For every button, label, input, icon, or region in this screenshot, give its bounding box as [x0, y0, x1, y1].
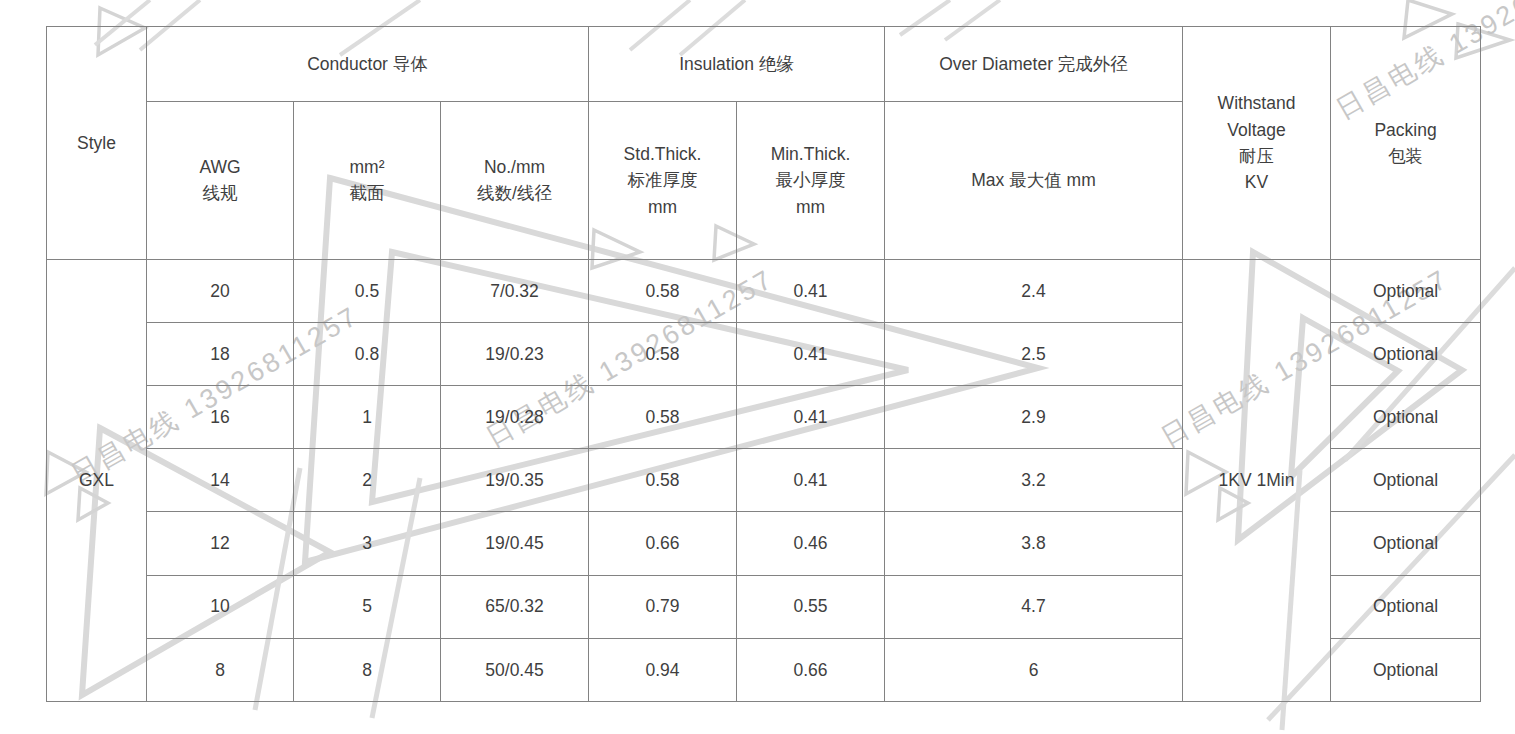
max-cell: 3.2	[885, 449, 1183, 512]
header-group-row: Style Conductor 导体 Insulation 绝缘 Over Di…	[47, 27, 1481, 102]
awg-cell: 14	[147, 449, 294, 512]
min-thick-cell: 0.46	[737, 512, 885, 575]
no-mm-cell: 19/0.35	[441, 449, 589, 512]
packing-cell: Optional	[1331, 512, 1481, 575]
withstand-value-cell: 1KV 1Min	[1183, 259, 1331, 701]
header-max: Max 最大值 mm	[885, 102, 1183, 259]
packing-cell: Optional	[1331, 386, 1481, 449]
std-thick-cell: 0.66	[589, 512, 737, 575]
max-cell: 2.9	[885, 386, 1183, 449]
header-awg: AWG 线规	[147, 102, 294, 259]
packing-cell: Optional	[1331, 259, 1481, 322]
max-cell: 2.5	[885, 322, 1183, 385]
mm2-cell: 0.5	[294, 259, 441, 322]
header-over-diameter-group: Over Diameter 完成外径	[885, 27, 1183, 102]
header-conductor-group: Conductor 导体	[147, 27, 589, 102]
spec-table: Style Conductor 导体 Insulation 绝缘 Over Di…	[46, 26, 1481, 702]
std-thick-cell: 0.58	[589, 449, 737, 512]
packing-cell: Optional	[1331, 322, 1481, 385]
no-mm-cell: 7/0.32	[441, 259, 589, 322]
header-style: Style	[47, 27, 147, 260]
wire-spec-sheet: 日昌电线 13926811257 日昌电线 13926811257 日昌电线 1…	[0, 0, 1515, 734]
max-cell: 3.8	[885, 512, 1183, 575]
max-cell: 4.7	[885, 575, 1183, 638]
std-thick-cell: 0.58	[589, 259, 737, 322]
header-withstand-voltage: Withstand Voltage 耐压 KV	[1183, 27, 1331, 260]
max-cell: 2.4	[885, 259, 1183, 322]
mm2-cell: 0.8	[294, 322, 441, 385]
no-mm-cell: 19/0.45	[441, 512, 589, 575]
no-mm-cell: 19/0.28	[441, 386, 589, 449]
awg-cell: 12	[147, 512, 294, 575]
mm2-cell: 8	[294, 638, 441, 701]
packing-cell: Optional	[1331, 449, 1481, 512]
header-no-mm: No./mm 线数/线径	[441, 102, 589, 259]
awg-cell: 8	[147, 638, 294, 701]
std-thick-cell: 0.79	[589, 575, 737, 638]
std-thick-cell: 0.58	[589, 386, 737, 449]
no-mm-cell: 50/0.45	[441, 638, 589, 701]
max-cell: 6	[885, 638, 1183, 701]
header-std-thick: Std.Thick. 标准厚度 mm	[589, 102, 737, 259]
mm2-cell: 2	[294, 449, 441, 512]
header-packing: Packing 包装	[1331, 27, 1481, 260]
header-min-thick: Min.Thick. 最小厚度 mm	[737, 102, 885, 259]
min-thick-cell: 0.41	[737, 259, 885, 322]
no-mm-cell: 19/0.23	[441, 322, 589, 385]
packing-cell: Optional	[1331, 575, 1481, 638]
style-value-cell: GXL	[47, 259, 147, 701]
table-row: GXL 20 0.5 7/0.32 0.58 0.41 2.4 1KV 1Min…	[47, 259, 1481, 322]
std-thick-cell: 0.94	[589, 638, 737, 701]
mm2-cell: 3	[294, 512, 441, 575]
no-mm-cell: 65/0.32	[441, 575, 589, 638]
awg-cell: 18	[147, 322, 294, 385]
header-insulation-group: Insulation 绝缘	[589, 27, 885, 102]
min-thick-cell: 0.55	[737, 575, 885, 638]
awg-cell: 20	[147, 259, 294, 322]
min-thick-cell: 0.41	[737, 449, 885, 512]
min-thick-cell: 0.41	[737, 386, 885, 449]
packing-cell: Optional	[1331, 638, 1481, 701]
min-thick-cell: 0.41	[737, 322, 885, 385]
header-mm2: mm² 截面	[294, 102, 441, 259]
awg-cell: 10	[147, 575, 294, 638]
std-thick-cell: 0.58	[589, 322, 737, 385]
min-thick-cell: 0.66	[737, 638, 885, 701]
awg-cell: 16	[147, 386, 294, 449]
mm2-cell: 5	[294, 575, 441, 638]
mm2-cell: 1	[294, 386, 441, 449]
